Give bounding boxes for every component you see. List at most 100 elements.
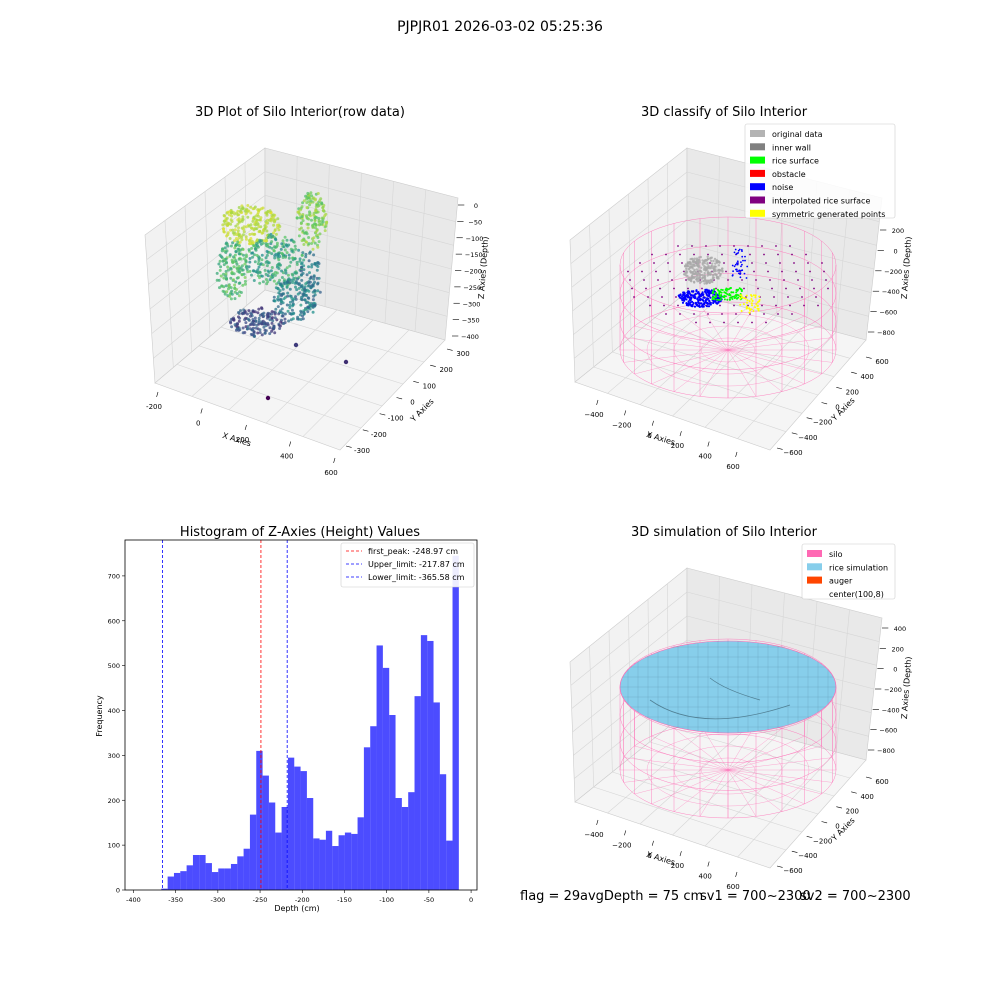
histogram-bar [192, 855, 200, 890]
histogram-bar [408, 792, 415, 890]
raw-xlabel: X Axies [221, 431, 252, 448]
panel-raw-scatter: 3D Plot of Silo Interior(row data) -200 0… [144, 105, 490, 477]
cls-x-tick-4: 400 [699, 453, 712, 461]
histogram-bar [389, 715, 396, 890]
raw-zlabel: Z Axies (Depth) [477, 236, 490, 299]
cls-legend-label-0: original data [772, 130, 823, 139]
sim-y-tick-4: 200 [846, 808, 859, 816]
sim-ylabel: Y Axies [829, 816, 857, 844]
raw-y-tick-2: -100 [388, 415, 404, 423]
cls-legend-label-3: obstacle [772, 170, 806, 179]
histogram-ytick-0: 0 [116, 887, 120, 895]
raw-y-tick-4: 100 [423, 382, 436, 390]
histogram-legend [340, 542, 475, 588]
histogram-bar [325, 830, 333, 890]
histogram-bar [344, 832, 352, 890]
cls-interpolated-points [627, 245, 829, 324]
cls-legend-label-2: rice surface [772, 157, 819, 166]
sim-x-tick-5: 600 [726, 883, 739, 891]
info-sv2: sv2 = 700~2300 [800, 889, 911, 904]
histogram-legend-label-1: Upper_limit: -217.87 cm [368, 560, 465, 569]
histogram-bar [262, 775, 269, 890]
cls-y-tick-4: 200 [846, 388, 859, 396]
histogram-bar [199, 855, 206, 890]
cls-z-tick-3: −400 [882, 288, 900, 296]
histogram-bar [218, 868, 225, 890]
raw-y-tick-0: -300 [354, 447, 370, 455]
panel-classify-title: 3D classify of Silo Interior [641, 105, 808, 120]
sim-legend-label-2: auger [829, 577, 853, 586]
histogram-bar [205, 863, 212, 890]
sim-legend-swatch [807, 563, 822, 571]
cls-x-tick-2: 0 [647, 432, 651, 440]
histogram-bar [167, 876, 174, 890]
cls-y-tick-5: 400 [860, 373, 873, 381]
histogram-bar [439, 774, 447, 890]
cls-y-tick-6: 600 [875, 358, 888, 366]
sim-y-tick-5: 400 [860, 793, 873, 801]
histogram-bar [376, 645, 383, 890]
histogram-bar [161, 888, 168, 890]
raw-x-tick-3: 400 [280, 453, 293, 461]
sim-z-tick-4: −400 [882, 706, 900, 714]
sim-z-tick-5: −600 [879, 727, 897, 735]
panel-histogram: Histogram of Z-Axies (Height) Values Dep… [95, 525, 478, 913]
sim-legend-swatch [807, 550, 822, 557]
cls-xlabel: X Axies [645, 430, 676, 447]
histogram-xtick-7: -50 [424, 896, 435, 904]
cls-z-tick-0: 200 [892, 227, 904, 235]
histogram-bar [382, 667, 390, 890]
raw-z-tick-0: 0 [474, 202, 478, 210]
cls-legend-label-5: interpolated rice surface [772, 197, 870, 206]
cls-original-points [682, 255, 724, 285]
sim-x-tick-3: 200 [671, 862, 684, 870]
histogram-bar [249, 814, 257, 890]
histogram-xtick-5: -150 [337, 896, 352, 904]
histogram-bar [433, 702, 440, 890]
cls-z-tick-1: 0 [894, 247, 898, 255]
histogram-ylabel: Frequency [95, 695, 104, 737]
sim-z-tick-0: 400 [894, 625, 906, 633]
raw-x-tick-2: 200 [236, 436, 249, 444]
sim-x-tick-2: 0 [647, 852, 651, 860]
histogram-bar [237, 856, 244, 890]
sim-z-tick-6: −800 [877, 747, 895, 755]
histogram-bar [319, 839, 326, 890]
sim-legend-label-1: rice simulation [829, 563, 888, 572]
histogram-ytick-3: 300 [108, 752, 120, 760]
sim-y-tick-2: −200 [813, 837, 832, 845]
histogram-bar [243, 848, 250, 890]
raw-y-tick-5: 200 [439, 366, 452, 374]
raw-z-tick-2: −100 [466, 235, 484, 243]
sim-y-tick-3: 0 [835, 823, 839, 831]
histogram-bar [294, 766, 301, 890]
histogram-bar [275, 832, 282, 890]
raw-y-tick-3: 0 [410, 399, 414, 407]
sim-rice-surface [619, 640, 837, 734]
histogram-bars [161, 555, 459, 890]
panel-raw-title: 3D Plot of Silo Interior(row data) [195, 105, 405, 120]
panel-simulation: 3D simulation of Silo Interior −400−2000… [569, 525, 913, 891]
cls-symmetric-points [739, 294, 761, 314]
sim-xlabel: X Axies [645, 850, 676, 867]
histogram-bar [351, 833, 358, 890]
sim-z-tick-3: −200 [884, 686, 902, 694]
histogram-bar [306, 798, 314, 890]
raw-z-tick-6: −300 [463, 300, 481, 308]
cls-legend-label-6: symmetric generated points [772, 210, 885, 219]
histogram-ytick-5: 500 [108, 662, 120, 670]
raw-x-tick-4: 600 [324, 469, 337, 477]
sim-legend [801, 543, 896, 600]
cls-y-tick-3: 0 [835, 404, 839, 412]
sim-z-tick-2: 0 [893, 666, 897, 674]
histogram-xtick-1: -350 [168, 896, 183, 904]
histogram-ytick-7: 700 [108, 572, 120, 580]
sim-legend-label-0: silo [829, 550, 843, 559]
sim-y-tick-6: 600 [875, 778, 888, 786]
cls-legend-swatch [750, 156, 765, 164]
sim-x-tick-4: 400 [699, 873, 712, 881]
info-sv1: sv1 = 700~2300 [700, 889, 811, 904]
raw-y-tick-1: -200 [371, 431, 387, 439]
histogram-bar [256, 750, 263, 890]
sim-x-tick-0: −400 [584, 831, 603, 839]
